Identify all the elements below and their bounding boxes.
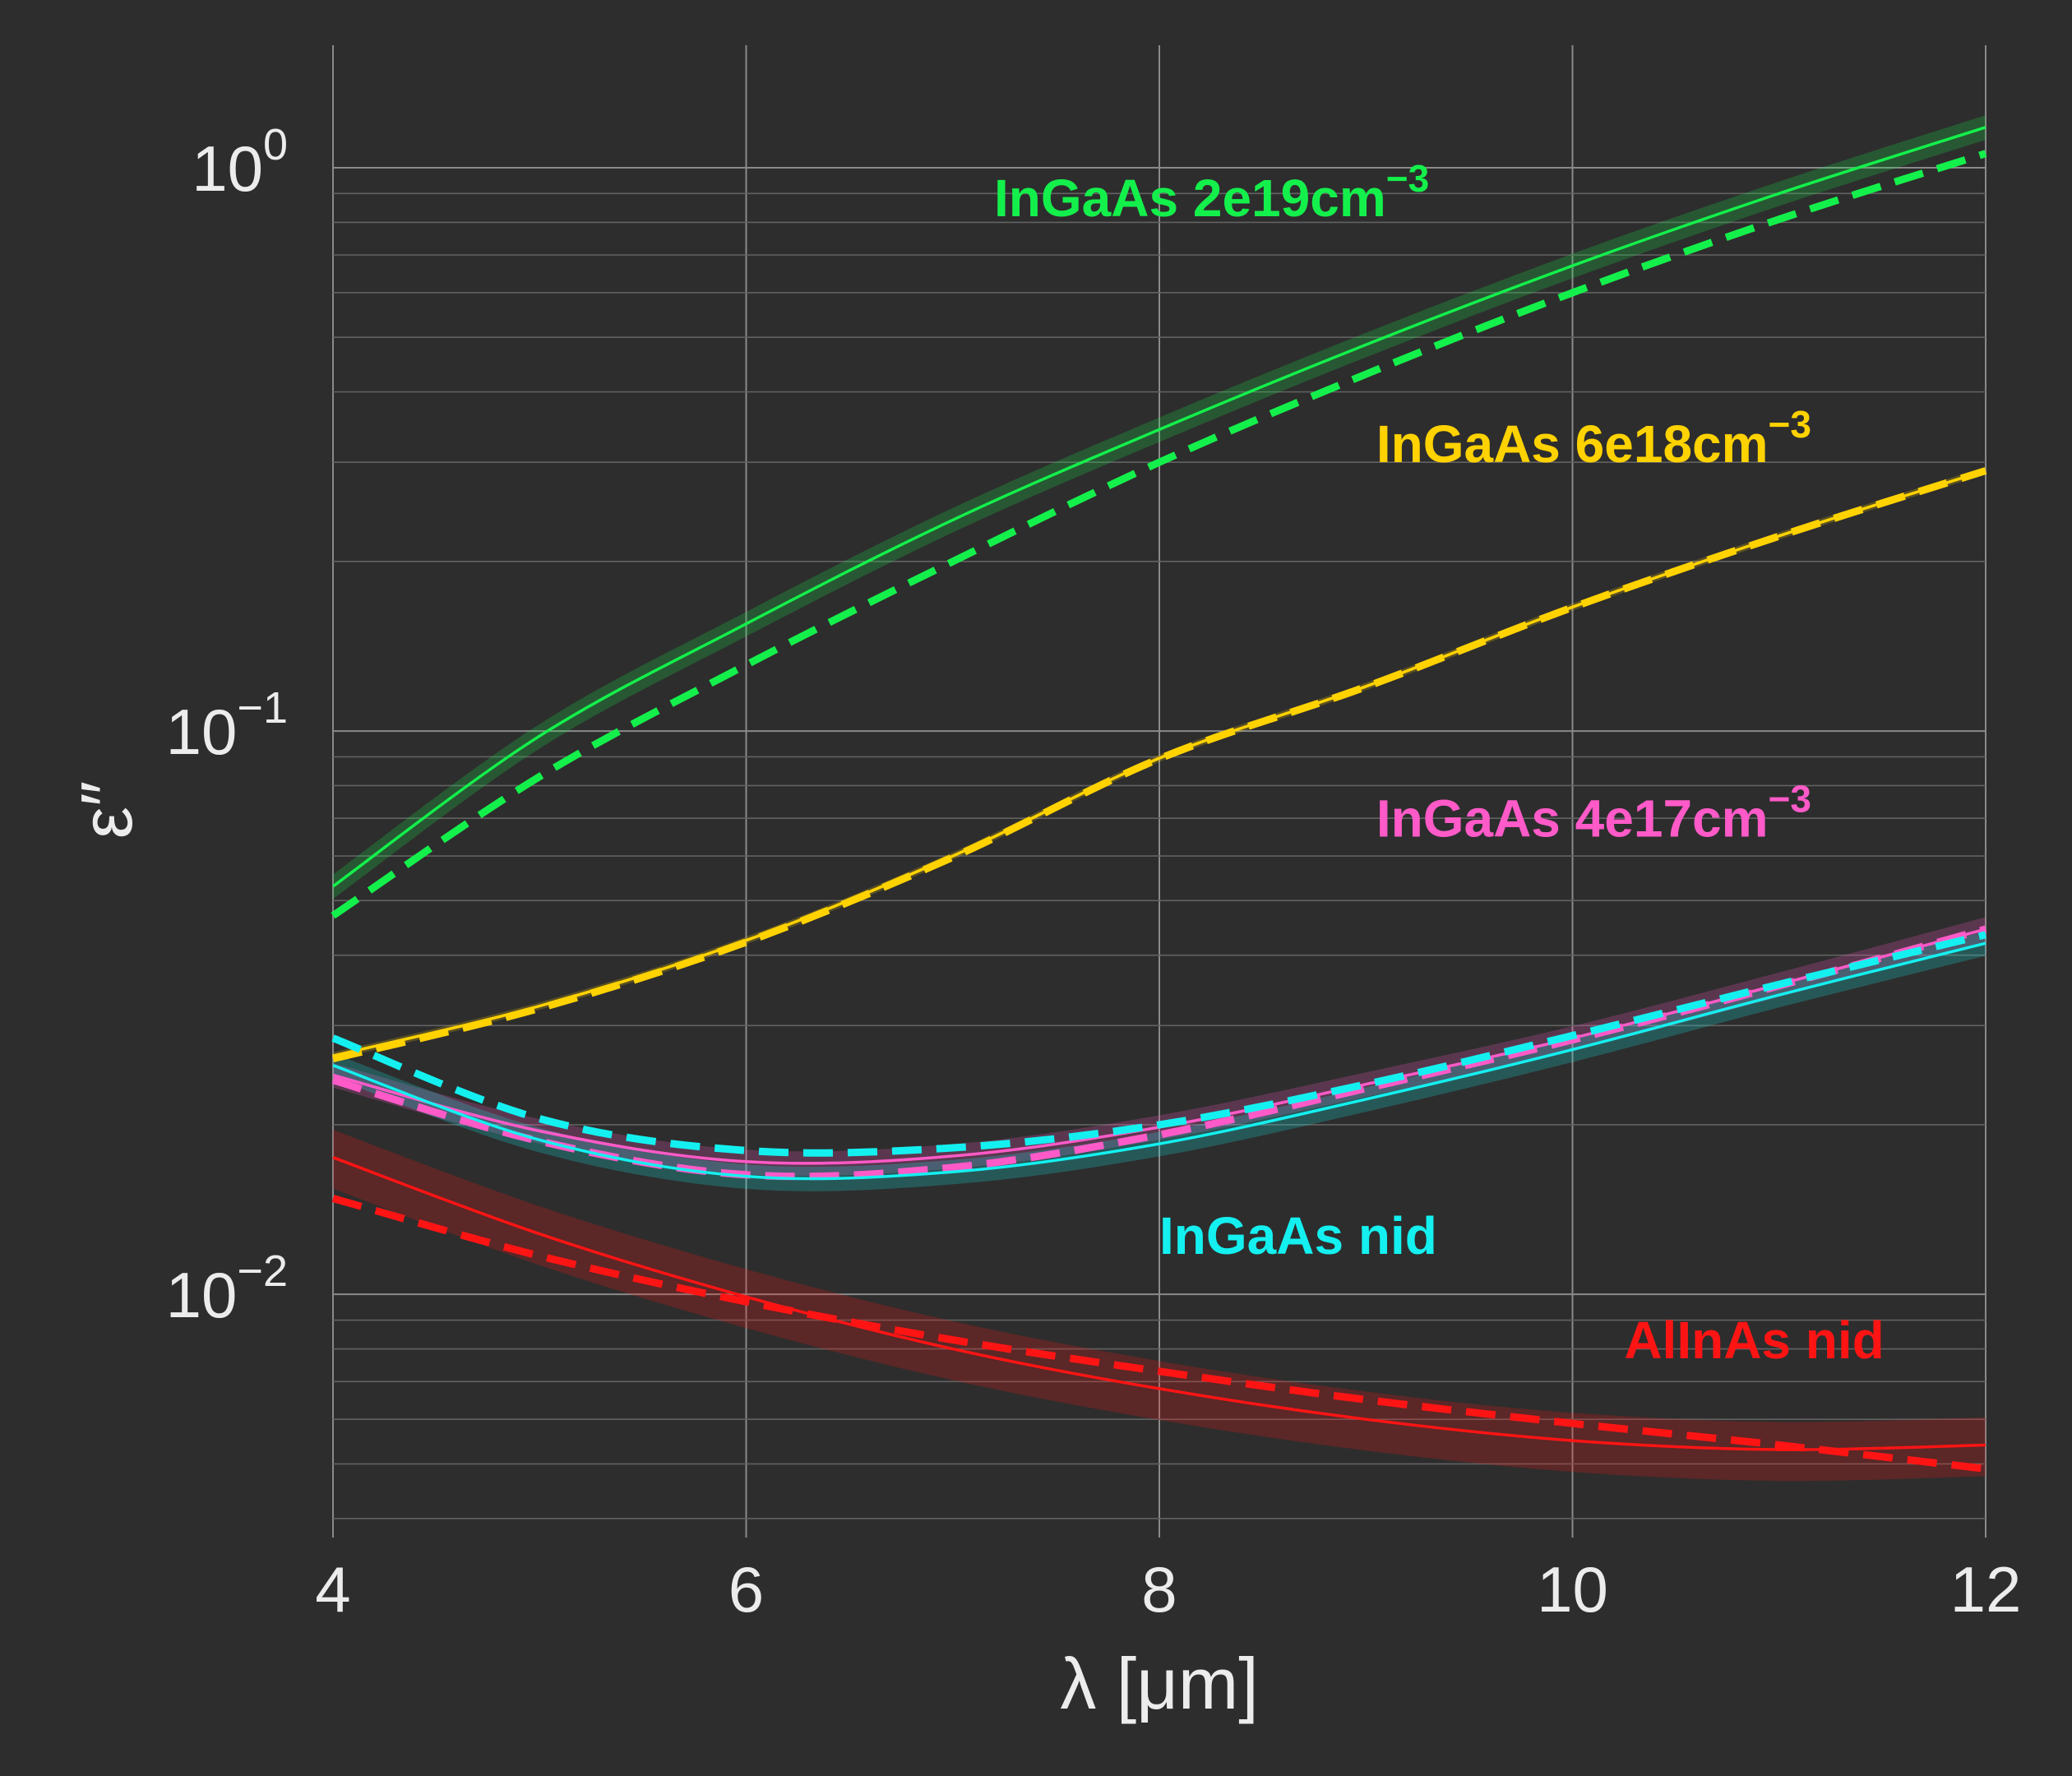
y-tick-labels: 10−2 10−1 100: [166, 120, 288, 1331]
x-tick-label: 8: [1141, 1553, 1177, 1626]
series-dashed-line-4: [331, 1195, 1986, 1473]
series-annotation-1: InGaAs 6e18cm−3: [1376, 403, 1811, 474]
series-annotation-4: AlInAs nid: [1624, 1311, 1884, 1370]
x-tick-label: 10: [1537, 1553, 1608, 1626]
x-tick-labels: 4 6 8 10 12: [315, 1553, 2021, 1626]
x-tick-label: 4: [315, 1553, 350, 1626]
series-annotation-0: InGaAs 2e19cm−3: [994, 157, 1429, 228]
y-tick-label: 10−2: [166, 1246, 288, 1331]
series-band-4: [333, 1130, 1986, 1482]
series-line-4: [332, 1156, 1986, 1451]
x-axis-label: λ [μm]: [1060, 1643, 1258, 1724]
series-annotations: InGaAs 2e19cm−3 InGaAs 6e18cm−3 InGaAs 4e1…: [994, 157, 1885, 1370]
y-tick-label: 10−1: [166, 683, 288, 768]
series-line-3: [332, 941, 1986, 1181]
series-dashed-line-0: [331, 150, 1987, 919]
x-tick-label: 6: [728, 1553, 764, 1626]
series-dashed-line-1: [331, 467, 1987, 1062]
x-tick-label: 12: [1950, 1553, 2022, 1626]
y-tick-label: 100: [192, 120, 288, 205]
series-annotation-3: InGaAs nid: [1159, 1206, 1437, 1265]
series-lines: [331, 126, 1987, 1473]
series-dashed-line-3: [331, 931, 1987, 1157]
series-line-0: [331, 126, 1986, 888]
series-band-3: [333, 931, 1986, 1191]
series-annotation-2: InGaAs 4e17cm−3: [1376, 777, 1811, 848]
y-axis-label: ε″: [66, 781, 147, 839]
